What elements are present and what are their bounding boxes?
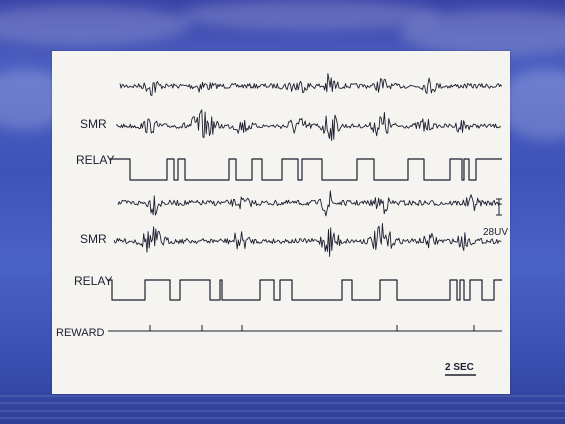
amplitude-scale-label: 28UV	[483, 227, 508, 238]
smr-trace-bottom	[113, 223, 502, 257]
smr-trace-top	[115, 109, 502, 142]
eeg-recording-svg: SMR RELAY SMR RELAY REWARD 28UV 2 SEC	[56, 73, 508, 376]
eeg-raw-trace-top	[119, 73, 503, 96]
reward-label: REWARD	[56, 327, 105, 339]
amplitude-scale-bar	[496, 198, 502, 216]
reward-trace	[108, 325, 502, 332]
time-scale-label: 2 SEC	[445, 362, 474, 373]
relay-label-top: RELAY	[76, 153, 114, 167]
eeg-raw-trace-bottom	[117, 190, 502, 217]
smr-label-bottom: SMR	[80, 232, 107, 246]
relay-label-bottom: RELAY	[74, 274, 112, 288]
eeg-figure: SMR RELAY SMR RELAY REWARD 28UV 2 SEC	[52, 51, 510, 394]
relay-trace-top	[110, 158, 502, 181]
trace-group	[108, 73, 503, 376]
smr-label-top: SMR	[80, 117, 107, 131]
relay-trace-bottom	[108, 279, 502, 301]
